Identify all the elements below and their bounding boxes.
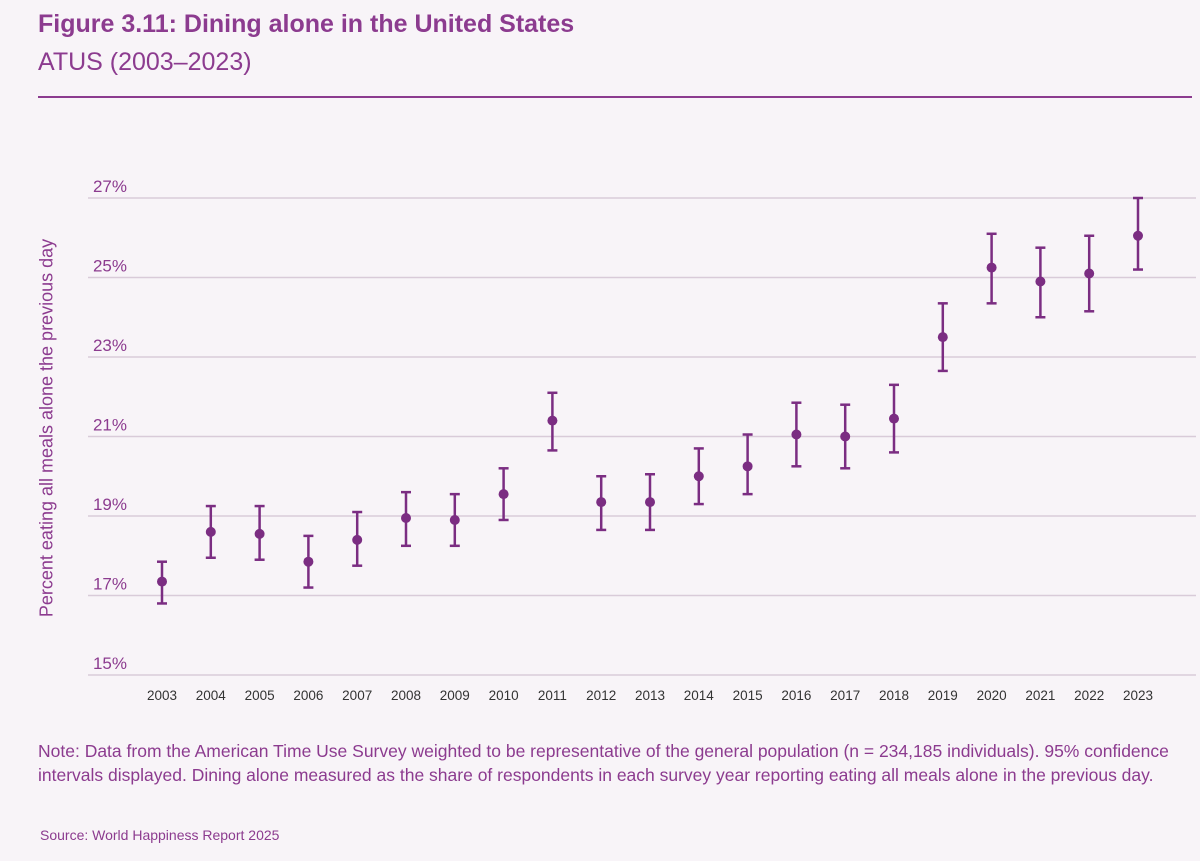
chart-source: Source: World Happiness Report 2025 bbox=[40, 827, 280, 843]
x-tick-label: 2003 bbox=[147, 688, 177, 703]
data-point bbox=[547, 415, 558, 426]
x-tick-label: 2016 bbox=[781, 688, 811, 703]
y-tick-label: 15% bbox=[93, 654, 127, 673]
error-bars bbox=[157, 196, 1143, 605]
data-point bbox=[205, 526, 216, 537]
x-tick-label: 2021 bbox=[1025, 688, 1055, 703]
data-point bbox=[742, 461, 753, 472]
data-point bbox=[254, 528, 265, 539]
x-tick-label: 2020 bbox=[977, 688, 1007, 703]
chart-subtitle: ATUS (2003–2023) bbox=[38, 48, 252, 76]
chart-area: 15%17%19%21%23%25%27% 2003 2004 2005 2006 20… bbox=[88, 177, 1196, 703]
data-point bbox=[840, 431, 851, 442]
x-tick-label: 2013 bbox=[635, 688, 665, 703]
x-tick-label: 2014 bbox=[684, 688, 715, 703]
data-point bbox=[986, 262, 997, 273]
data-point bbox=[693, 471, 704, 482]
x-tick-labels: 2003 2004 2005 2006 2007 2008 2009 2010 2011 2012… bbox=[147, 688, 1153, 703]
y-tick-label: 27% bbox=[93, 177, 127, 196]
data-point bbox=[1035, 276, 1046, 287]
data-points bbox=[157, 230, 1143, 587]
data-point bbox=[498, 489, 509, 500]
x-tick-label: 2009 bbox=[440, 688, 470, 703]
x-tick-label: 2015 bbox=[733, 688, 763, 703]
data-point bbox=[645, 497, 655, 508]
x-tick-label: 2011 bbox=[538, 688, 567, 703]
data-point bbox=[401, 512, 411, 523]
title-divider bbox=[38, 96, 1192, 98]
x-tick-label: 2010 bbox=[489, 688, 519, 703]
x-tick-label: 2004 bbox=[196, 688, 227, 703]
x-tick-label: 2019 bbox=[928, 688, 958, 703]
data-point bbox=[352, 534, 363, 545]
y-tick-label: 25% bbox=[93, 257, 127, 276]
y-tick-label: 21% bbox=[93, 416, 127, 435]
y-tick-label: 19% bbox=[93, 495, 127, 514]
x-tick-label: 2005 bbox=[245, 688, 275, 703]
data-point bbox=[1084, 268, 1095, 279]
data-point bbox=[791, 429, 802, 440]
x-tick-label: 2007 bbox=[342, 688, 372, 703]
x-tick-label: 2006 bbox=[293, 688, 323, 703]
data-point bbox=[157, 576, 167, 587]
chart-title: Figure 3.11: Dining alone in the United … bbox=[38, 10, 575, 38]
data-point bbox=[449, 514, 460, 525]
x-tick-label: 2008 bbox=[391, 688, 421, 703]
y-tick-label: 17% bbox=[93, 575, 127, 594]
x-tick-label: 2017 bbox=[830, 688, 860, 703]
data-point bbox=[596, 497, 607, 508]
data-point bbox=[1133, 230, 1143, 241]
y-tick-label: 23% bbox=[93, 336, 127, 355]
data-point bbox=[937, 332, 948, 343]
y-tick-labels: 15% 17% 19% 21% 23% 25% 27% bbox=[93, 177, 127, 673]
x-tick-label: 2023 bbox=[1123, 688, 1153, 703]
grid-lines bbox=[88, 197, 1196, 676]
x-tick-label: 2018 bbox=[879, 688, 909, 703]
data-point bbox=[889, 413, 899, 424]
chart-note: Note: Data from the American Time Use Su… bbox=[38, 741, 1169, 785]
data-point bbox=[303, 556, 314, 567]
x-tick-label: 2012 bbox=[586, 688, 616, 703]
x-tick-label: 2022 bbox=[1074, 688, 1104, 703]
